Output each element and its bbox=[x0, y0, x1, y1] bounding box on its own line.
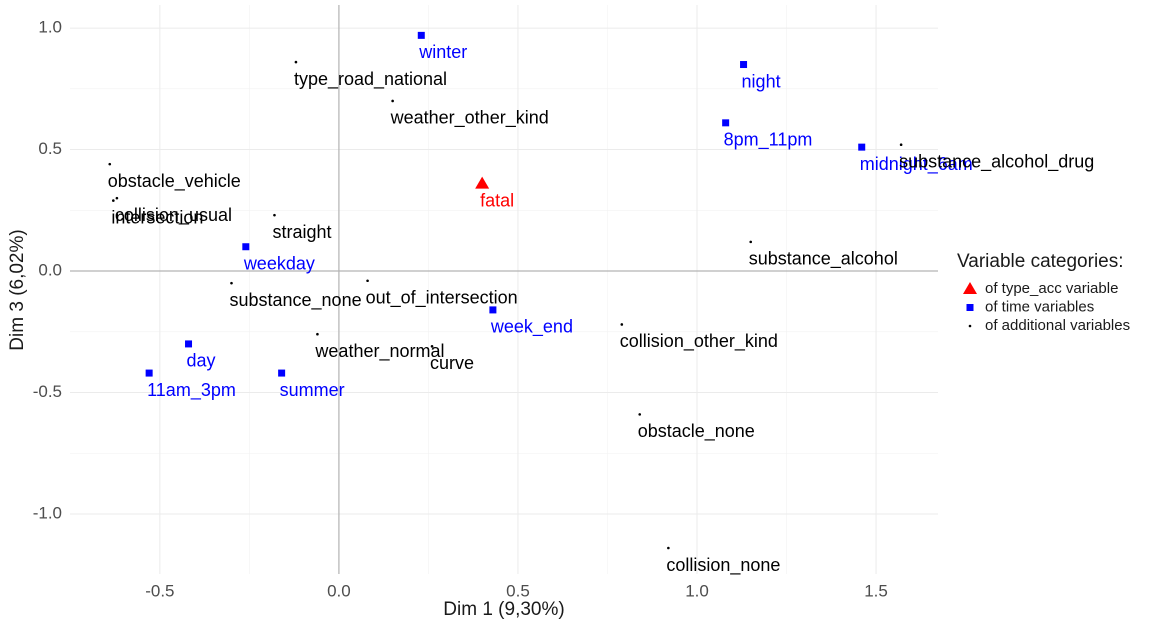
legend-marker bbox=[966, 304, 974, 311]
point-label: fatal bbox=[480, 190, 514, 210]
point-label: night bbox=[742, 71, 781, 91]
y-tick-label: 1.0 bbox=[38, 18, 62, 37]
point-label: weekday bbox=[243, 253, 315, 273]
y-tick-label: 0.5 bbox=[38, 139, 62, 158]
x-axis-title: Dim 1 (9,30%) bbox=[443, 599, 564, 620]
point bbox=[242, 243, 250, 251]
point-label: 11am_3pm bbox=[147, 380, 236, 401]
point-label: day bbox=[187, 351, 216, 371]
legend-label: of time variables bbox=[985, 298, 1094, 315]
point bbox=[230, 281, 233, 285]
point bbox=[273, 213, 276, 217]
point bbox=[899, 143, 903, 146]
point-label: summer bbox=[280, 380, 345, 400]
point-label: collision_other_kind bbox=[620, 331, 778, 352]
point bbox=[294, 60, 298, 64]
legend-marker bbox=[963, 282, 977, 294]
point-label: substance_none bbox=[229, 290, 361, 311]
point bbox=[740, 61, 748, 69]
point-label: collision_none bbox=[666, 555, 780, 576]
x-tick-label: -0.5 bbox=[145, 581, 174, 600]
point bbox=[108, 162, 112, 166]
point bbox=[638, 413, 642, 416]
point-label: curve bbox=[430, 353, 474, 373]
point-label: week_end bbox=[490, 317, 573, 338]
point-label: 8pm_11pm bbox=[724, 130, 813, 151]
x-tick-label: 0.0 bbox=[327, 581, 351, 600]
point bbox=[858, 143, 866, 151]
y-tick-label: 0.0 bbox=[38, 261, 62, 280]
point bbox=[391, 99, 394, 103]
point bbox=[489, 306, 497, 314]
point-label: weather_normal bbox=[314, 341, 444, 362]
y-tick-label: -0.5 bbox=[33, 382, 62, 401]
legend-marker bbox=[968, 324, 972, 328]
legend-label: of type_acc variable bbox=[985, 280, 1118, 297]
point bbox=[620, 323, 624, 326]
point bbox=[145, 369, 153, 377]
point bbox=[112, 199, 115, 202]
point bbox=[417, 31, 425, 39]
legend-title: Variable categories: bbox=[957, 251, 1124, 272]
point bbox=[667, 546, 670, 550]
point-label: midnight_6am bbox=[860, 154, 973, 175]
x-tick-label: 1.0 bbox=[685, 581, 709, 600]
x-tick-label: 0.5 bbox=[506, 581, 530, 600]
point bbox=[475, 176, 490, 189]
point-label: obstacle_vehicle bbox=[108, 171, 241, 192]
point-label: collision_usual bbox=[115, 205, 232, 226]
x-tick-label: 1.5 bbox=[864, 581, 888, 600]
point bbox=[316, 332, 319, 336]
point-label: winter bbox=[418, 42, 467, 62]
point bbox=[430, 345, 434, 348]
point-label: substance_alcohol_drug bbox=[899, 151, 1094, 172]
point bbox=[722, 119, 730, 127]
y-tick-label: -1.0 bbox=[33, 503, 62, 522]
point-label: substance_alcohol bbox=[749, 249, 898, 270]
point bbox=[278, 369, 286, 377]
y-axis-title: Dim 3 (6,02%) bbox=[7, 229, 28, 350]
point-label: intersection bbox=[111, 207, 203, 227]
legend-label: of additional variables bbox=[985, 317, 1130, 334]
point bbox=[115, 196, 119, 200]
point bbox=[366, 279, 369, 283]
point-label: type_road_national bbox=[294, 69, 447, 90]
point bbox=[749, 240, 753, 244]
point-label: weather_other_kind bbox=[390, 108, 549, 129]
point bbox=[185, 340, 193, 348]
point-label: obstacle_none bbox=[638, 421, 755, 442]
point-label: out_of_intersection bbox=[366, 288, 518, 309]
point-label: straight bbox=[272, 222, 331, 242]
